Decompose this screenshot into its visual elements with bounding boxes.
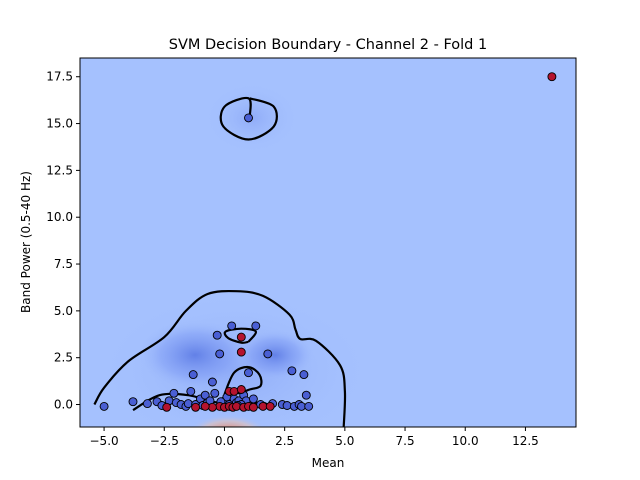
data-point-class-0: [212, 330, 222, 340]
data-point-class-0: [99, 401, 109, 411]
y-axis: 0.0 2.5 5.0 7.5 10.0 12.5 15.0 17.5: [46, 70, 80, 412]
data-point-class-1: [191, 402, 201, 412]
data-point-class-0: [186, 386, 196, 396]
x-axis-title: Mean: [312, 456, 345, 470]
decision-boundary-line: [219, 96, 278, 141]
data-point-class-1: [200, 401, 210, 411]
data-points-layer: [99, 72, 557, 412]
data-point-class-1: [265, 401, 275, 411]
data-point-class-0: [287, 366, 297, 376]
data-point-class-1: [162, 402, 172, 412]
data-point-class-0: [299, 370, 309, 380]
y-tick-label: 17.5: [46, 70, 73, 84]
data-point-class-0: [301, 390, 311, 400]
data-point-class-1: [207, 402, 217, 412]
data-point-class-0: [304, 401, 314, 411]
chart-title: SVM Decision Boundary - Channel 2 - Fold…: [169, 37, 487, 53]
data-point-class-0: [244, 368, 253, 378]
data-point-class-0: [263, 349, 273, 359]
data-point-class-1: [547, 72, 557, 82]
y-tick-label: 10.0: [46, 210, 73, 224]
data-point-class-1: [248, 402, 258, 412]
data-point-class-0: [248, 394, 258, 404]
data-point-class-1: [236, 332, 246, 342]
data-point-class-0: [244, 113, 253, 123]
data-point-class-0: [128, 397, 138, 407]
plot-area: [79, 57, 577, 428]
y-tick-label: 7.5: [54, 257, 73, 271]
x-tick-label: 10.0: [452, 434, 479, 448]
data-point-class-0: [188, 370, 198, 380]
decision-boundary-line: [223, 327, 257, 344]
data-point-class-1: [229, 386, 239, 396]
y-tick-label: 2.5: [54, 351, 73, 365]
y-tick-label: 12.5: [46, 163, 73, 177]
y-tick-label: 15.0: [46, 117, 73, 131]
x-tick-label: 5.0: [335, 434, 354, 448]
x-tick-label: 2.5: [275, 434, 294, 448]
x-tick-label: −5.0: [90, 434, 119, 448]
data-point-class-0: [210, 388, 220, 398]
data-point-class-0: [215, 349, 225, 359]
x-axis: −5.0 −2.5 0.0 2.5 5.0 7.5 10.0 12.5: [90, 427, 539, 448]
data-point-class-0: [183, 399, 193, 409]
data-point-class-0: [207, 377, 217, 387]
data-point-class-0: [142, 399, 152, 409]
data-point-class-0: [251, 321, 261, 331]
x-tick-label: −2.5: [150, 434, 179, 448]
y-axis-title: Band Power (0.5-40 Hz): [19, 171, 33, 313]
data-point-class-0: [227, 321, 237, 331]
x-tick-label: 0.0: [215, 434, 234, 448]
data-point-class-0: [282, 401, 292, 410]
x-tick-label: 12.5: [512, 434, 539, 448]
y-tick-label: 0.0: [54, 398, 73, 412]
data-point-class-1: [236, 385, 246, 394]
x-tick-label: 7.5: [396, 434, 415, 448]
plot-frame: [79, 57, 577, 428]
data-point-class-0: [169, 388, 179, 398]
data-point-class-1: [236, 347, 246, 357]
density-region-hot: [187, 410, 269, 427]
y-tick-label: 5.0: [54, 304, 73, 318]
data-point-class-1: [232, 401, 241, 411]
decision-boundary-line: [93, 289, 347, 427]
